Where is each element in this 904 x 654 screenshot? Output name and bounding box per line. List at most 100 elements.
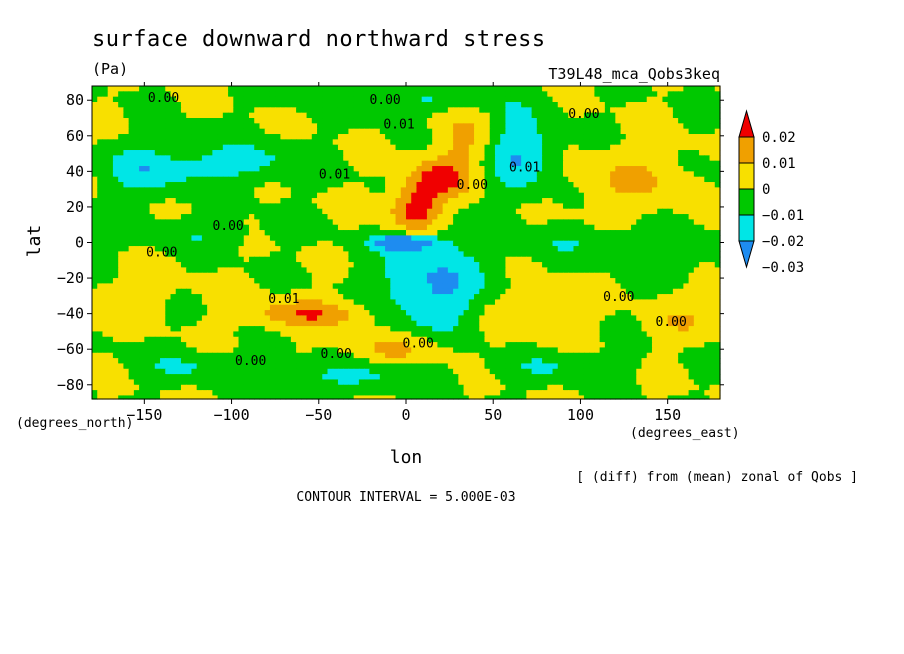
field-cell bbox=[165, 230, 172, 236]
field-cell bbox=[285, 155, 292, 162]
field-cell bbox=[123, 240, 130, 247]
field-cell bbox=[479, 251, 486, 258]
field-cell bbox=[374, 139, 381, 146]
field-cell bbox=[322, 251, 329, 258]
field-cell bbox=[238, 230, 245, 236]
field-cell bbox=[102, 118, 109, 124]
field-cell bbox=[421, 102, 428, 108]
field-cell bbox=[275, 176, 281, 183]
field-cell bbox=[406, 198, 412, 204]
field-cell bbox=[432, 272, 438, 279]
field-cell bbox=[515, 107, 522, 114]
field-cell bbox=[458, 134, 465, 140]
field-cell bbox=[186, 235, 193, 242]
field-cell bbox=[411, 176, 418, 183]
field-cell bbox=[421, 134, 428, 140]
field-cell bbox=[348, 171, 355, 178]
field-cell bbox=[390, 256, 397, 263]
field-cell bbox=[421, 288, 428, 295]
field-cell bbox=[149, 112, 156, 119]
field-cell bbox=[489, 150, 496, 156]
field-cell bbox=[672, 283, 679, 290]
field-cell bbox=[332, 267, 339, 274]
field-cell bbox=[149, 246, 156, 252]
field-cell bbox=[484, 123, 491, 130]
field-cell bbox=[249, 246, 255, 252]
field-cell bbox=[139, 230, 145, 236]
field-cell bbox=[139, 224, 145, 231]
field-cell bbox=[385, 283, 391, 290]
field-cell bbox=[280, 171, 287, 178]
field-cell bbox=[275, 203, 281, 210]
field-cell bbox=[337, 208, 344, 215]
field-cell bbox=[238, 262, 245, 268]
field-cell bbox=[704, 102, 711, 108]
field-cell bbox=[327, 283, 334, 290]
field-cell bbox=[170, 150, 177, 156]
field-cell bbox=[196, 155, 203, 162]
field-cell bbox=[343, 246, 350, 252]
field-cell bbox=[311, 230, 318, 236]
field-cell bbox=[447, 96, 454, 103]
field-cell bbox=[479, 139, 486, 146]
field-cell bbox=[542, 86, 548, 92]
field-cell bbox=[296, 139, 302, 146]
field-cell bbox=[186, 283, 193, 290]
field-cell bbox=[180, 134, 187, 140]
field-cell bbox=[510, 219, 517, 226]
field-cell bbox=[636, 91, 643, 98]
field-cell bbox=[102, 182, 109, 188]
field-cell bbox=[154, 112, 161, 119]
field-cell bbox=[374, 155, 381, 162]
field-cell bbox=[249, 192, 255, 199]
field-cell bbox=[573, 198, 580, 204]
field-cell bbox=[411, 91, 418, 98]
field-cell bbox=[390, 91, 397, 98]
field-cell bbox=[264, 118, 271, 124]
field-cell bbox=[238, 299, 245, 306]
field-cell bbox=[92, 203, 98, 210]
field-cell bbox=[521, 107, 527, 114]
field-cell bbox=[358, 107, 365, 114]
field-cell bbox=[426, 224, 433, 231]
field-cell bbox=[693, 107, 700, 114]
field-cell bbox=[311, 182, 318, 188]
field-cell bbox=[573, 187, 580, 194]
field-cell bbox=[97, 96, 104, 103]
field-cell bbox=[615, 230, 622, 236]
field-cell bbox=[374, 176, 381, 183]
field-cell bbox=[693, 182, 700, 188]
field-cell bbox=[688, 294, 695, 301]
field-cell bbox=[385, 187, 391, 194]
field-cell bbox=[144, 267, 151, 274]
field-cell bbox=[447, 198, 454, 204]
field-cell bbox=[489, 288, 496, 295]
field-cell bbox=[154, 219, 161, 226]
field-cell bbox=[489, 160, 496, 167]
field-cell bbox=[390, 240, 397, 247]
field-cell bbox=[714, 246, 721, 252]
field-cell bbox=[442, 128, 449, 135]
field-cell bbox=[249, 91, 255, 98]
field-cell bbox=[332, 123, 339, 130]
field-cell bbox=[97, 155, 104, 162]
field-cell bbox=[160, 160, 166, 167]
field-cell bbox=[358, 139, 365, 146]
field-cell bbox=[264, 176, 271, 183]
field-cell bbox=[505, 123, 512, 130]
field-cell bbox=[348, 112, 355, 119]
field-cell bbox=[186, 262, 193, 268]
field-cell bbox=[521, 118, 527, 124]
field-cell bbox=[641, 214, 648, 220]
field-cell bbox=[97, 102, 104, 108]
field-cell bbox=[484, 230, 491, 236]
field-cell bbox=[353, 208, 360, 215]
field-cell bbox=[358, 278, 365, 285]
field-cell bbox=[463, 160, 470, 167]
field-cell bbox=[317, 235, 323, 242]
field-cell bbox=[536, 208, 543, 215]
field-cell bbox=[526, 102, 533, 108]
field-cell bbox=[327, 219, 334, 226]
field-cell bbox=[290, 187, 297, 194]
field-cell bbox=[599, 198, 606, 204]
